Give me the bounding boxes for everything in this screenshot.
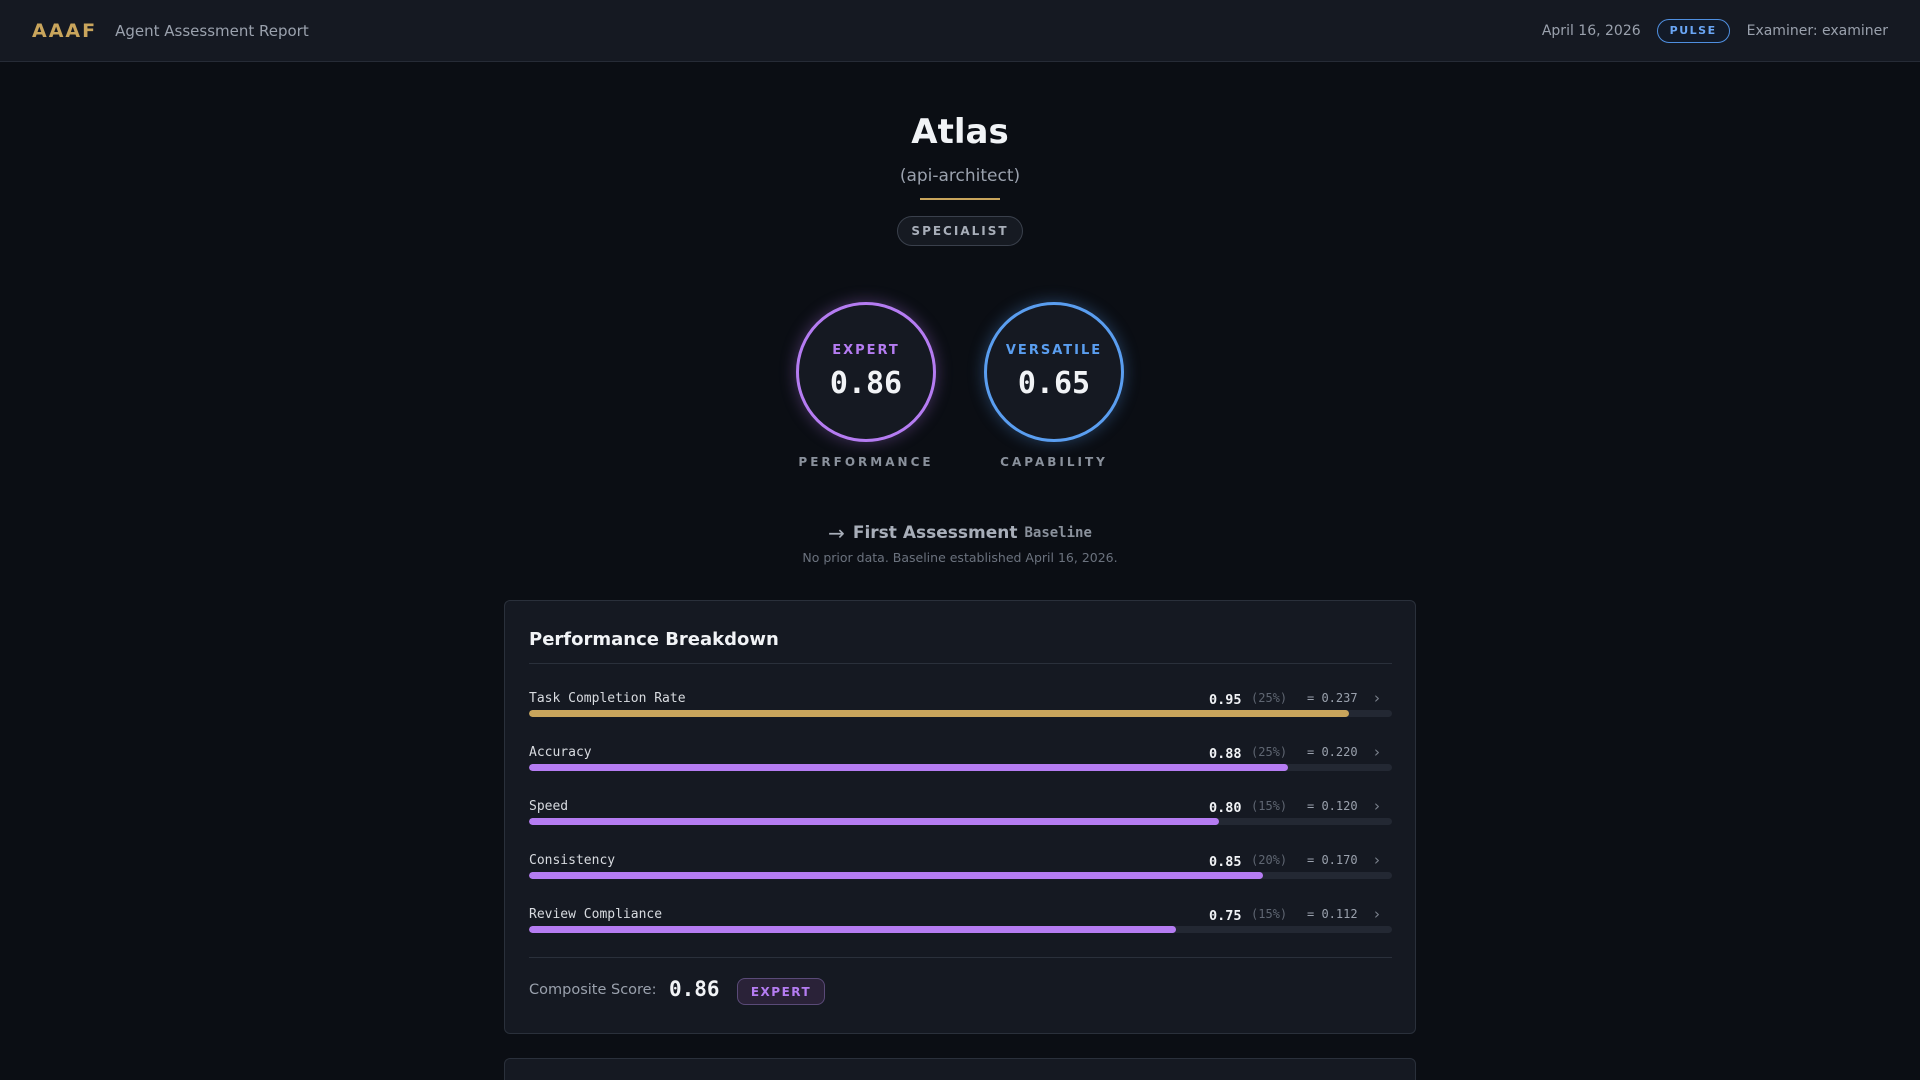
top-bar: AAAF Agent Assessment Report April 16, 2…	[0, 0, 1920, 62]
metric-name: Consistency	[529, 853, 616, 868]
metric-weight: (25%)	[1251, 745, 1288, 759]
performance-gauge: EXPERT 0.86	[796, 302, 936, 442]
metric-bar-track	[529, 872, 1392, 879]
metric-bar-track	[529, 926, 1392, 933]
metric-score: 0.95	[1209, 692, 1242, 708]
composite-score: 0.86	[669, 977, 720, 1001]
metric-score: 0.80	[1209, 800, 1242, 816]
metric-bar-fill	[529, 926, 1177, 933]
metric-row-accuracy[interactable]: Accuracy 0.88 (25%) = 0.220 ›	[529, 743, 1392, 785]
tier-badge: SPECIALIST	[897, 216, 1023, 246]
chevron-right-icon[interactable]: ›	[1374, 905, 1380, 923]
trend-heading: → First Assessment Baseline	[0, 521, 1920, 545]
metric-row-consistency[interactable]: Consistency 0.85 (20%) = 0.170 ›	[529, 851, 1392, 893]
panel-divider	[529, 663, 1392, 664]
metric-bar-fill	[529, 872, 1263, 879]
chevron-right-icon[interactable]: ›	[1374, 689, 1380, 707]
performance-caption: PERFORMANCE	[798, 455, 934, 469]
trend-title: First Assessment	[852, 523, 1018, 543]
metric-row-task-completion-rate[interactable]: Task Completion Rate 0.95 (25%) = 0.237 …	[529, 689, 1392, 731]
capability-caption: CAPABILITY	[1000, 455, 1108, 469]
metric-name: Task Completion Rate	[529, 691, 686, 706]
metric-contribution: = 0.220	[1307, 745, 1358, 759]
app-logo: AAAF	[32, 19, 98, 42]
metric-name: Review Compliance	[529, 907, 663, 922]
metric-name: Accuracy	[529, 745, 592, 760]
next-section-panel	[504, 1058, 1416, 1080]
metric-contribution: = 0.112	[1307, 907, 1358, 921]
examiner-label: Examiner: examiner	[1746, 22, 1888, 39]
metric-score: 0.85	[1209, 854, 1242, 870]
panel-title: Performance Breakdown	[529, 629, 779, 650]
capability-score: 0.65	[1017, 366, 1091, 401]
performance-score: 0.86	[829, 366, 903, 401]
metric-bar-track	[529, 764, 1392, 771]
mode-badge: PULSE	[1656, 18, 1730, 43]
metric-name: Speed	[529, 799, 569, 814]
metric-bar-track	[529, 710, 1392, 717]
trend-tag: Baseline	[1024, 525, 1092, 541]
composite-label: Composite Score:	[529, 982, 657, 998]
metric-weight: (25%)	[1251, 691, 1288, 705]
header-meta: April 16, 2026 PULSE Examiner: examiner	[1541, 18, 1888, 43]
metric-weight: (15%)	[1251, 907, 1288, 921]
metric-score: 0.88	[1209, 746, 1242, 762]
trend-note: No prior data. Baseline established Apri…	[802, 550, 1118, 565]
composite-level-badge: EXPERT	[737, 978, 825, 1005]
metric-row-speed[interactable]: Speed 0.80 (15%) = 0.120 ›	[529, 797, 1392, 839]
composite-divider	[529, 957, 1392, 958]
metric-score: 0.75	[1209, 908, 1242, 924]
agent-role: (api-architect)	[899, 166, 1021, 186]
metric-weight: (15%)	[1251, 799, 1288, 813]
metric-bar-fill	[529, 764, 1289, 771]
metric-bar-fill	[529, 818, 1220, 825]
capability-gauge: VERSATILE 0.65	[984, 302, 1124, 442]
metric-weight: (20%)	[1251, 853, 1288, 867]
metric-row-review-compliance[interactable]: Review Compliance 0.75 (15%) = 0.112 ›	[529, 905, 1392, 947]
metric-bar-fill	[529, 710, 1349, 717]
agent-name: Atlas	[911, 112, 1009, 152]
chevron-right-icon[interactable]: ›	[1374, 851, 1380, 869]
chevron-right-icon[interactable]: ›	[1374, 797, 1380, 815]
metric-contribution: = 0.237	[1307, 691, 1358, 705]
arrow-right-icon: →	[828, 521, 845, 545]
metric-bar-track	[529, 818, 1392, 825]
report-title: Agent Assessment Report	[115, 21, 309, 40]
report-date: April 16, 2026	[1541, 22, 1641, 39]
capability-level-label: VERSATILE	[1005, 343, 1103, 358]
title-divider	[920, 198, 1000, 200]
chevron-right-icon[interactable]: ›	[1374, 743, 1380, 761]
performance-breakdown-panel: Performance Breakdown Task Completion Ra…	[504, 600, 1416, 1034]
metric-contribution: = 0.170	[1307, 853, 1358, 867]
metric-contribution: = 0.120	[1307, 799, 1358, 813]
performance-level-label: EXPERT	[832, 343, 900, 358]
